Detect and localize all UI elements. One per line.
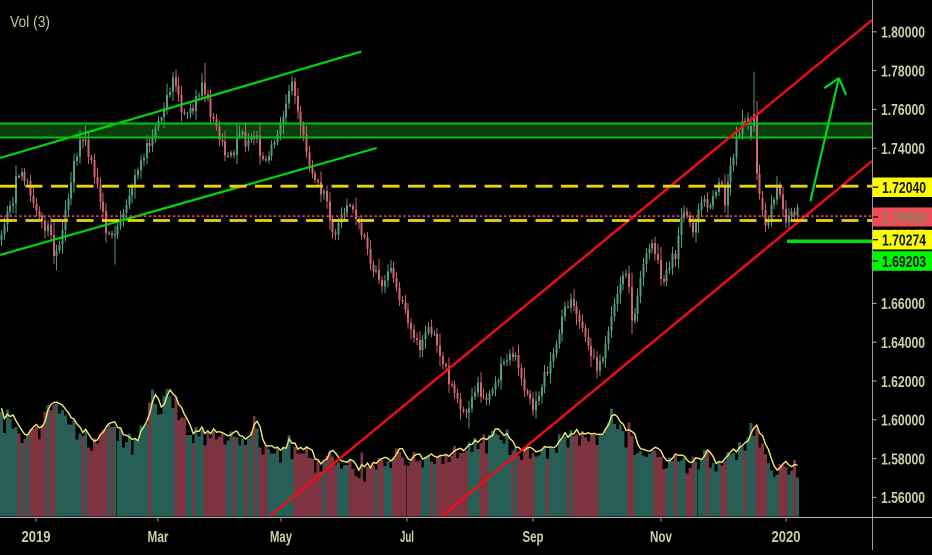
svg-text:Jul: Jul: [400, 529, 414, 546]
svg-text:2019: 2019: [22, 529, 51, 546]
svg-text:1.78000: 1.78000: [881, 63, 925, 80]
svg-text:2020: 2020: [772, 529, 801, 546]
svg-text:1.56000: 1.56000: [881, 490, 925, 507]
svg-text:1.64000: 1.64000: [881, 335, 925, 352]
svg-text:May: May: [270, 529, 292, 546]
svg-text:1.69203: 1.69203: [882, 254, 926, 271]
svg-text:1.60000: 1.60000: [881, 413, 925, 430]
svg-text:Mar: Mar: [148, 529, 169, 546]
svg-text:Vol (3): Vol (3): [10, 14, 50, 31]
svg-text:1.72040: 1.72040: [882, 180, 926, 197]
svg-text:1.70274: 1.70274: [882, 233, 926, 250]
svg-text:1.70499: 1.70499: [882, 210, 926, 227]
svg-text:1.66000: 1.66000: [881, 296, 925, 313]
svg-text:1.74000: 1.74000: [881, 141, 925, 158]
svg-text:1.76000: 1.76000: [881, 102, 925, 119]
svg-text:1.58000: 1.58000: [881, 451, 925, 468]
svg-text:1.80000: 1.80000: [881, 25, 925, 42]
svg-text:Sep: Sep: [523, 529, 544, 546]
svg-text:1.62000: 1.62000: [881, 374, 925, 391]
svg-text:Nov: Nov: [650, 529, 672, 546]
